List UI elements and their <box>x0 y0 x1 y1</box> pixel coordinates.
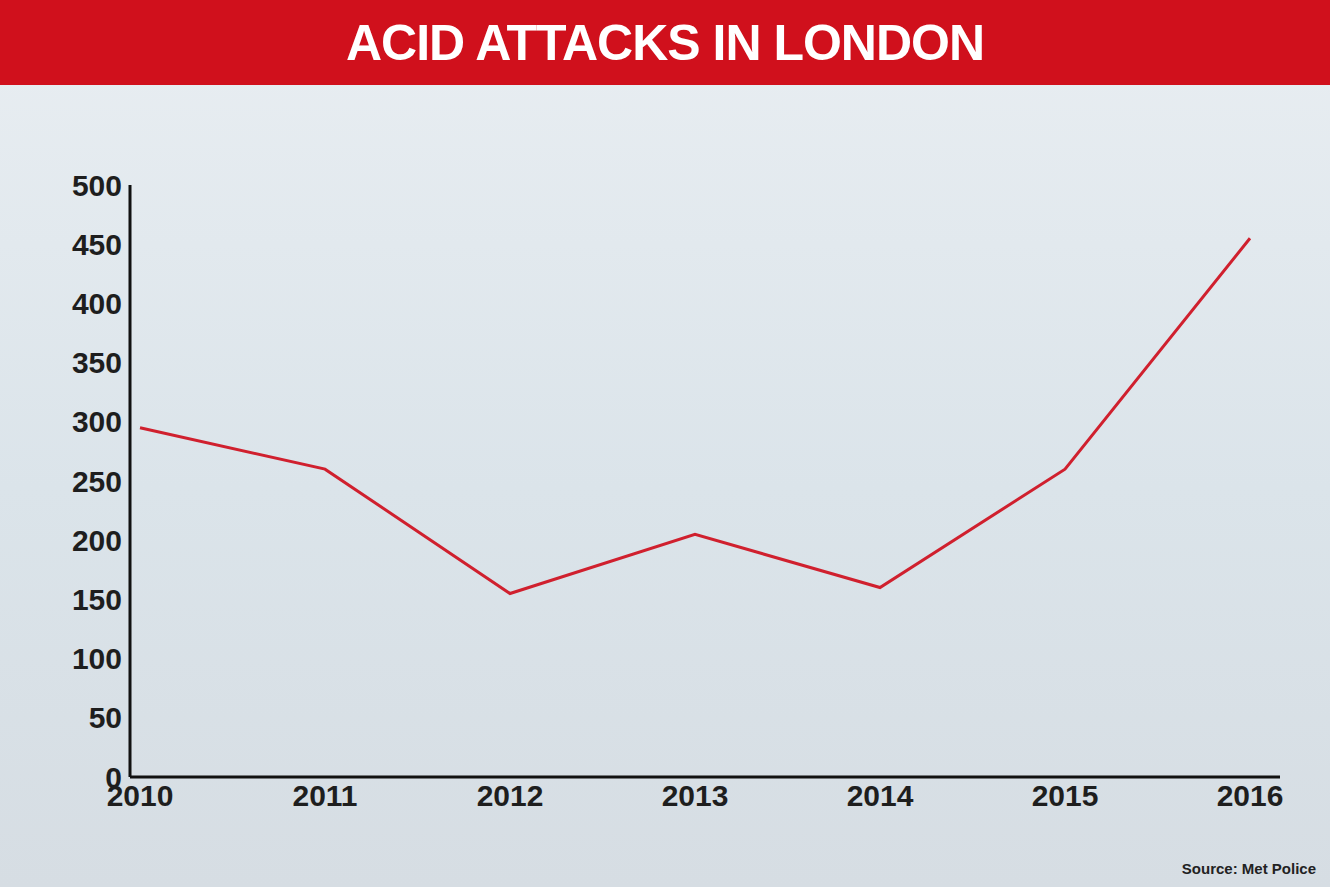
html-text:ACID ATTACKS IN LONDON: ACID ATTACKS IN LONDON <box>345 14 985 71</box>
svg-text:100: 100 <box>72 642 122 675</box>
svg-text:2011: 2011 <box>292 779 357 812</box>
svg-text:2013: 2013 <box>662 779 729 812</box>
svg-text:2016: 2016 <box>1217 779 1284 812</box>
svg-text:0: 0 <box>105 761 122 794</box>
svg-text:200: 200 <box>72 524 122 557</box>
svg-text:2012: 2012 <box>477 779 544 812</box>
html-text:Source: Met Police: Source: Met Police <box>1181 860 1316 877</box>
svg-text:400: 400 <box>72 287 122 320</box>
svg-text:150: 150 <box>72 583 122 616</box>
svg-text:350: 350 <box>72 346 122 379</box>
svg-text:2014: 2014 <box>847 779 914 812</box>
svg-text:500: 500 <box>72 169 122 202</box>
svg-text:250: 250 <box>72 465 122 498</box>
svg-text:450: 450 <box>72 228 122 261</box>
svg-text:2015: 2015 <box>1032 779 1099 812</box>
svg-text:50: 50 <box>89 701 122 734</box>
svg-text:2010: 2010 <box>106 779 174 813</box>
svg-text:300: 300 <box>72 405 122 438</box>
